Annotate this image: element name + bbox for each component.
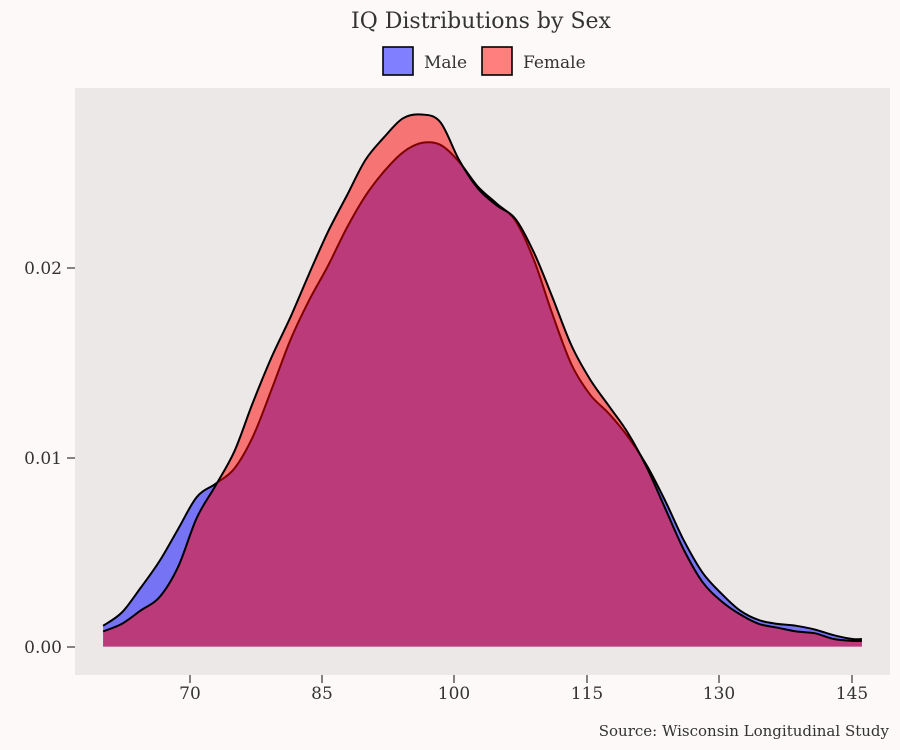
- x-tick-label: 130: [703, 684, 735, 704]
- density-line-female: [102, 113, 862, 643]
- legend-label-female: Female: [523, 53, 586, 73]
- y-axis: 0.00 0.01 0.02: [24, 259, 75, 658]
- legend-key-female: [481, 46, 513, 76]
- y-tick-label: 0.02: [24, 259, 62, 279]
- density-series: [102, 113, 862, 647]
- chart-title: IQ Distributions by Sex: [351, 9, 612, 34]
- y-tick-label: 0.01: [24, 449, 62, 469]
- legend-key-male: [382, 46, 414, 76]
- x-tick-label: 145: [836, 684, 868, 704]
- chart-caption: Source: Wisconsin Longitudinal Study: [599, 722, 890, 740]
- x-tick-label: 85: [311, 684, 333, 704]
- x-tick-label: 100: [438, 684, 470, 704]
- y-tick-label: 0.00: [24, 638, 62, 658]
- legend: Male Female: [382, 46, 586, 76]
- x-tick-label: 70: [179, 684, 201, 704]
- density-area-female: [103, 114, 862, 647]
- legend-label-male: Male: [424, 53, 467, 73]
- x-axis: 70 85 100 115 130 145: [179, 675, 868, 704]
- x-tick-label: 115: [571, 684, 603, 704]
